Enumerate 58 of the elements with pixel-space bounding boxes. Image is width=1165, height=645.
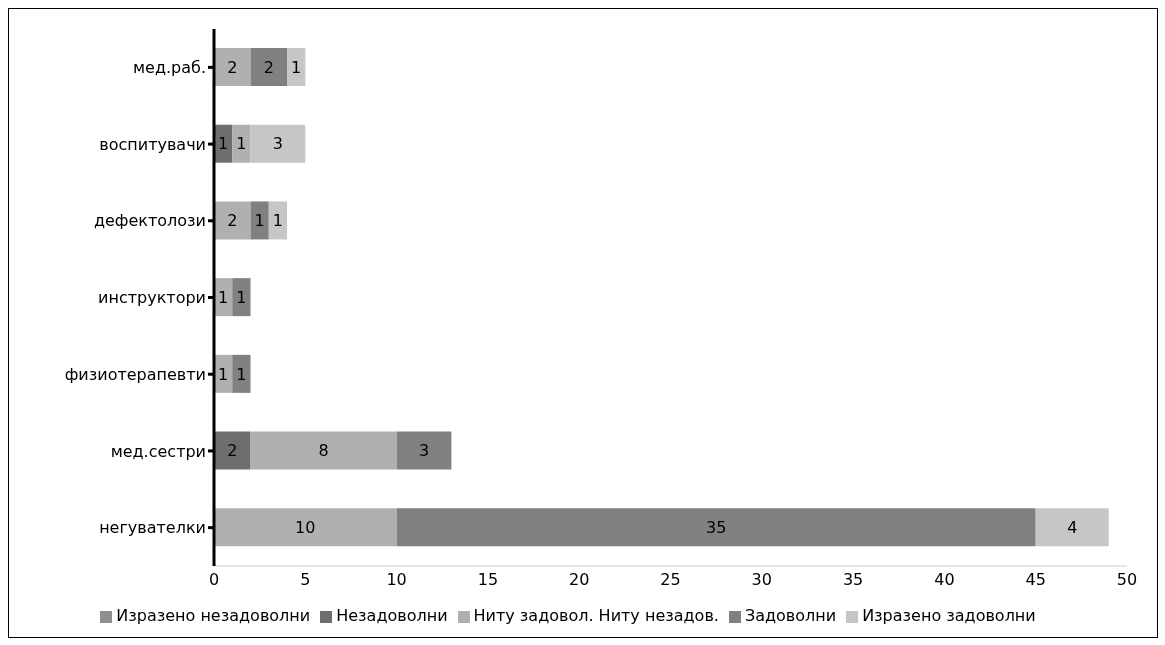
bar bbox=[232, 124, 251, 163]
data-label: 2 bbox=[227, 211, 238, 231]
y-tick-label: дефектолози bbox=[93, 211, 206, 231]
data-label: 1 bbox=[236, 134, 247, 154]
bar bbox=[232, 354, 251, 393]
data-label: 1 bbox=[236, 287, 247, 307]
y-tick-label: воспитувачи bbox=[99, 134, 206, 154]
bar bbox=[396, 431, 452, 470]
bar bbox=[250, 124, 306, 163]
x-tick-label: 0 bbox=[208, 570, 220, 590]
data-label: 1 bbox=[254, 211, 265, 231]
data-label: 3 bbox=[418, 441, 430, 461]
x-tick-label: 25 bbox=[660, 570, 681, 590]
bar bbox=[1035, 508, 1109, 547]
data-label: 2 bbox=[227, 57, 238, 77]
legend-label: Изразено задоволни bbox=[862, 606, 1036, 625]
bar bbox=[396, 508, 1036, 547]
bar bbox=[250, 201, 269, 240]
data-label: 2 bbox=[263, 57, 274, 77]
data-label: 3 bbox=[272, 134, 283, 154]
bar bbox=[287, 48, 306, 86]
x-tick-label: 10 bbox=[386, 570, 407, 590]
data-label: 1 bbox=[218, 364, 229, 384]
x-tick-label: 30 bbox=[751, 570, 772, 590]
bar bbox=[214, 431, 251, 470]
data-label: 1 bbox=[236, 364, 247, 384]
legend-label: Задоволни bbox=[744, 606, 837, 625]
x-tick-label: 45 bbox=[1025, 570, 1046, 590]
y-tick-label: физиотерапевти bbox=[64, 364, 206, 384]
data-label: 1 bbox=[291, 57, 302, 77]
y-tick-label: инструктори bbox=[98, 288, 206, 308]
x-tick-label: 35 bbox=[842, 570, 864, 590]
legend-label: Изразено незадоволни bbox=[116, 606, 311, 625]
data-label: 1 bbox=[218, 287, 229, 307]
y-tick-label: мед.сестри bbox=[110, 441, 206, 461]
data-label: 8 bbox=[318, 441, 329, 461]
bar bbox=[250, 48, 288, 86]
y-tick-label: мед.раб. bbox=[133, 58, 206, 78]
data-label: 4 bbox=[1067, 517, 1078, 537]
x-tick-label: 5 bbox=[300, 570, 311, 590]
data-label: 1 bbox=[272, 211, 283, 231]
bar bbox=[250, 431, 397, 470]
data-label: 10 bbox=[295, 517, 316, 537]
x-tick-label: 20 bbox=[569, 570, 590, 590]
x-tick-label: 50 bbox=[1116, 570, 1138, 590]
x-tick-label: 40 bbox=[934, 570, 955, 590]
bar bbox=[214, 48, 251, 86]
data-label: 1 bbox=[218, 134, 229, 154]
legend-label: Ниту задовол. Ниту незадов. bbox=[473, 606, 719, 625]
legend-label: Незадоволни bbox=[336, 606, 448, 625]
bar bbox=[232, 278, 251, 317]
bar bbox=[214, 508, 397, 547]
data-label: 35 bbox=[705, 517, 727, 537]
y-tick-label: негувателки bbox=[99, 518, 206, 538]
x-tick-label: 15 bbox=[477, 570, 499, 590]
bar bbox=[214, 201, 251, 240]
bar bbox=[268, 201, 288, 240]
data-label: 2 bbox=[227, 441, 238, 461]
